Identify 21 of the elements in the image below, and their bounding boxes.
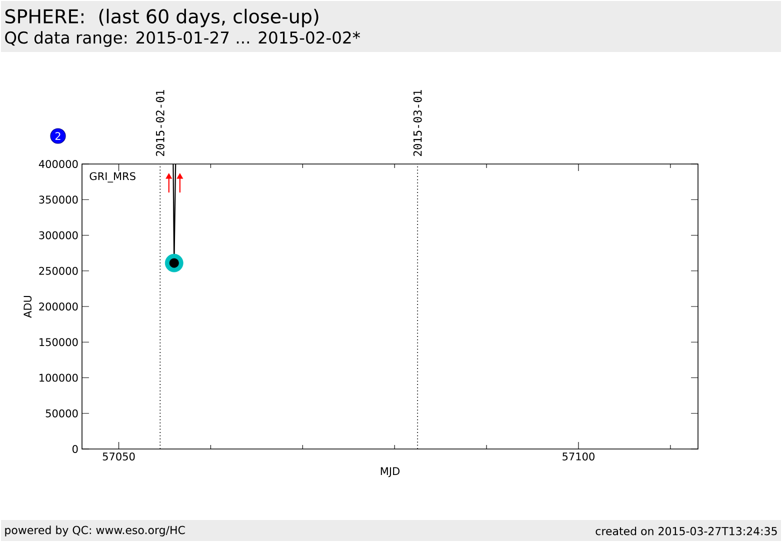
y-tick-label: 50000 bbox=[46, 409, 78, 418]
y-tick-label: 150000 bbox=[40, 338, 78, 346]
x-axis-title: MJD bbox=[380, 467, 400, 478]
chart-title: SPHERE: (last 60 days, close-up) bbox=[5, 8, 318, 28]
y-tick-label: 350000 bbox=[39, 196, 78, 204]
annotation: 2015-02-01 bbox=[156, 90, 164, 156]
text: created on 2015-03-27T13:24:35 bbox=[596, 526, 777, 536]
y-tick-label: 300000 bbox=[39, 231, 78, 240]
text: 2 bbox=[55, 132, 60, 140]
y-tick-label: 200000 bbox=[39, 302, 78, 310]
y-tick-label: 250000 bbox=[39, 266, 78, 275]
chart-subtitle: QC data range: 2015-01-27 ... 2015-02-02* bbox=[5, 31, 360, 47]
x-tick-label: 57100 bbox=[562, 452, 594, 460]
x-tick-label: 57050 bbox=[102, 452, 135, 460]
y-tick-label: 0 bbox=[72, 445, 78, 453]
text: powered by QC: www.eso.org/HC bbox=[5, 526, 185, 536]
y-tick-label: 400000 bbox=[38, 160, 78, 168]
y-tick-label: 100000 bbox=[40, 374, 78, 382]
annotation: 2015-03-01 bbox=[413, 90, 422, 156]
y-axis-title: ADU bbox=[24, 296, 32, 318]
annotation: GRI_MRS bbox=[90, 172, 136, 182]
